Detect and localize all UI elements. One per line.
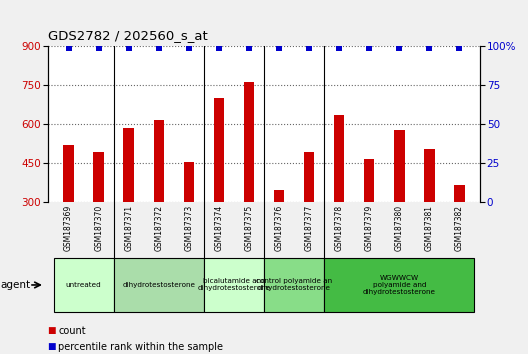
- Text: percentile rank within the sample: percentile rank within the sample: [58, 342, 223, 352]
- Text: GSM187371: GSM187371: [124, 205, 133, 251]
- Text: count: count: [58, 326, 86, 336]
- Point: [335, 45, 343, 50]
- Bar: [334, 115, 344, 202]
- Bar: [274, 190, 284, 202]
- Point: [305, 45, 313, 50]
- Bar: [214, 98, 224, 202]
- Text: untreated: untreated: [65, 282, 101, 288]
- Text: GSM187369: GSM187369: [64, 205, 73, 251]
- Bar: [93, 153, 104, 202]
- Text: GSM187375: GSM187375: [244, 205, 253, 251]
- Text: GSM187379: GSM187379: [365, 205, 374, 251]
- Bar: [184, 161, 194, 202]
- Text: GSM187376: GSM187376: [275, 205, 284, 251]
- Point: [64, 45, 73, 50]
- Bar: [53, 258, 114, 312]
- Text: dihydrotestosterone: dihydrotestosterone: [122, 282, 195, 288]
- Bar: [264, 258, 324, 312]
- Text: GSM187378: GSM187378: [335, 205, 344, 251]
- Text: control polyamide an
dihydrotestosterone: control polyamide an dihydrotestosterone: [256, 279, 332, 291]
- Point: [395, 45, 403, 50]
- Point: [455, 45, 464, 50]
- Bar: [114, 258, 204, 312]
- Point: [245, 45, 253, 50]
- Point: [155, 45, 163, 50]
- Text: ■: ■: [48, 326, 56, 336]
- Point: [425, 45, 433, 50]
- Point: [125, 45, 133, 50]
- Bar: [154, 120, 164, 202]
- Bar: [304, 153, 314, 202]
- Text: agent: agent: [1, 280, 31, 290]
- Bar: [124, 128, 134, 202]
- Text: GSM187370: GSM187370: [94, 205, 103, 251]
- Bar: [364, 159, 374, 202]
- Bar: [394, 130, 404, 202]
- Point: [185, 45, 193, 50]
- Text: WGWWCW
polyamide and
dihydrotestosterone: WGWWCW polyamide and dihydrotestosterone: [363, 275, 436, 295]
- Text: GSM187373: GSM187373: [184, 205, 193, 251]
- Text: GSM187377: GSM187377: [305, 205, 314, 251]
- Text: GSM187374: GSM187374: [214, 205, 223, 251]
- Text: GDS2782 / 202560_s_at: GDS2782 / 202560_s_at: [48, 29, 208, 42]
- Point: [365, 45, 373, 50]
- Point: [215, 45, 223, 50]
- Point: [275, 45, 283, 50]
- Text: GSM187382: GSM187382: [455, 205, 464, 251]
- Bar: [454, 185, 465, 202]
- Bar: [244, 82, 254, 202]
- Text: GSM187381: GSM187381: [425, 205, 434, 251]
- Point: [95, 45, 103, 50]
- Bar: [424, 149, 435, 202]
- Bar: [324, 258, 475, 312]
- Bar: [204, 258, 264, 312]
- Bar: [63, 145, 74, 202]
- Text: GSM187380: GSM187380: [395, 205, 404, 251]
- Text: GSM187372: GSM187372: [154, 205, 163, 251]
- Text: bicalutamide and
dihydrotestosterone: bicalutamide and dihydrotestosterone: [197, 279, 270, 291]
- Text: ■: ■: [48, 342, 56, 352]
